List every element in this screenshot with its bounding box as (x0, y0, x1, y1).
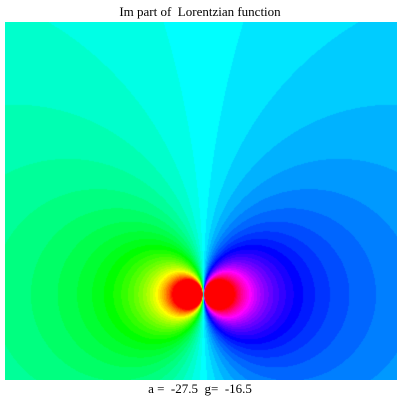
parameter-caption: a = -27.5 g= -16.5 (0, 381, 400, 397)
chart-title: Im part of Lorentzian function (0, 4, 400, 20)
heatmap-plot-area (5, 22, 397, 380)
